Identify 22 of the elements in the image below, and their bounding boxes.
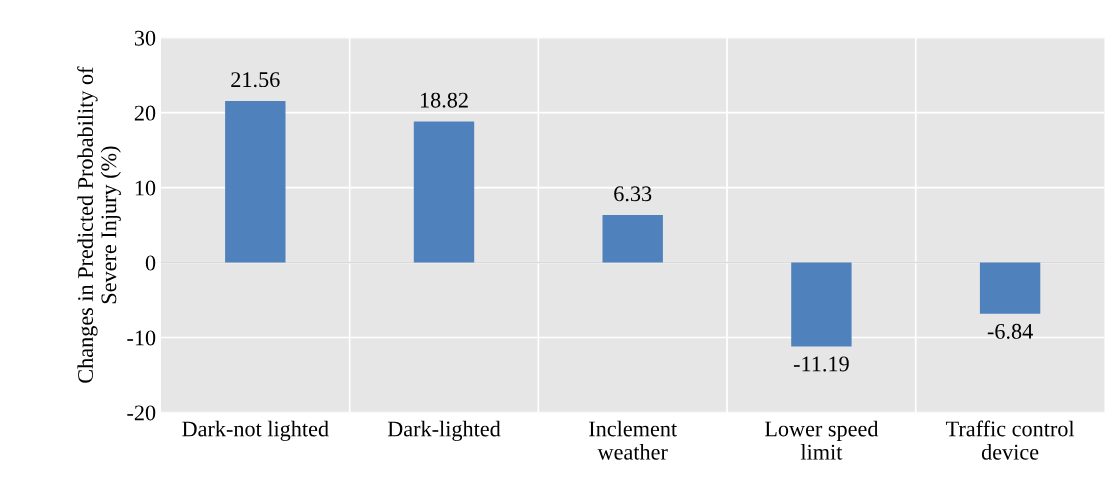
data-label: -6.84: [987, 323, 1033, 339]
data-label: 18.82: [420, 92, 468, 108]
x-tick-label: Traffic control device: [946, 420, 1075, 460]
bar: [225, 100, 286, 263]
x-tick-label: Inclement weather: [589, 420, 677, 460]
y-tick-label: -10: [127, 330, 156, 346]
bar: [791, 262, 852, 347]
data-label: -11.19: [793, 356, 849, 372]
data-label: 6.33: [614, 186, 652, 202]
x-tick-label: Lower speed limit: [764, 420, 879, 460]
y-tick-label: -20: [127, 405, 156, 421]
x-tick-label: Dark-lighted: [387, 420, 501, 442]
data-label: 21.56: [231, 72, 280, 88]
x-tick-label: Dark-not lighted: [182, 420, 329, 442]
bar: [413, 121, 475, 263]
y-tick-label: 30: [134, 30, 156, 46]
y-tick-label: 20: [134, 105, 156, 121]
y-axis-title: Changes in Predicted Probability of Severe Injury (%): [77, 66, 121, 383]
y-tick-label: 0: [145, 255, 156, 271]
y-tick-label: 10: [135, 180, 156, 196]
bar: [602, 215, 663, 263]
bar: [979, 262, 1041, 314]
